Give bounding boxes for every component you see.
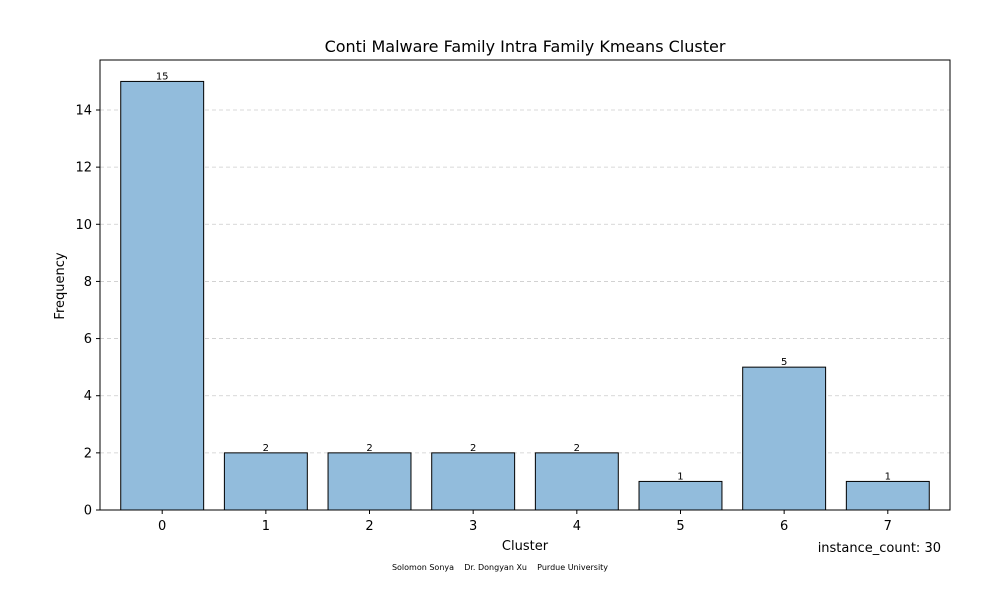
y-tick-label: 8: [84, 275, 92, 290]
x-axis-label: Cluster: [502, 539, 549, 554]
x-tick-label: 4: [573, 519, 581, 534]
bar: [120, 80, 205, 511]
plot-frame: [99, 59, 951, 511]
y-tick-label: 12: [75, 161, 92, 176]
y-tick-label: 0: [84, 504, 92, 519]
x-tick-label: 6: [780, 519, 788, 534]
y-tick-label: 14: [75, 104, 92, 119]
footer-credits: Solomon Sonya Dr. Dongyan Xu Purdue Univ…: [392, 563, 608, 572]
bar: [223, 452, 308, 511]
bar-value-label: 2: [366, 443, 372, 454]
y-tick-label: 4: [84, 389, 92, 404]
bar: [638, 480, 723, 511]
chart-title: Conti Malware Family Intra Family Kmeans…: [325, 37, 726, 56]
x-tick-label: 1: [262, 519, 270, 534]
bar-value-label: 1: [677, 471, 683, 482]
y-axis-label: Frequency: [53, 252, 68, 319]
bar: [845, 480, 930, 511]
bar: [431, 452, 516, 511]
x-tick-label: 5: [676, 519, 684, 534]
bar-value-label: 2: [574, 443, 580, 454]
x-tick-label: 0: [158, 519, 166, 534]
bar: [327, 452, 412, 511]
y-tick-label: 10: [75, 218, 92, 233]
bar: [534, 452, 619, 511]
bar-value-label: 2: [470, 443, 476, 454]
bars: [120, 80, 930, 511]
bar: [742, 366, 827, 511]
bar-value-label: 1: [885, 471, 891, 482]
bar-value-label: 15: [156, 71, 169, 82]
instance-count-label: instance_count: 30: [818, 541, 941, 556]
bar-value-label: 2: [263, 443, 269, 454]
x-tick-label: 7: [884, 519, 892, 534]
bar-value-label: 5: [781, 357, 787, 368]
y-tick-label: 6: [84, 332, 92, 347]
x-tick-label: 2: [365, 519, 373, 534]
y-tick-label: 2: [84, 446, 92, 461]
x-tick-label: 3: [469, 519, 477, 534]
